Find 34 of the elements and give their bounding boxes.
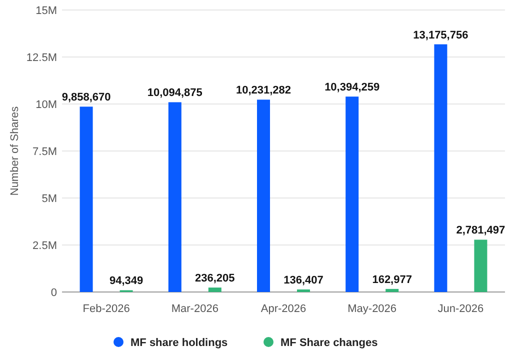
y-tick-label: 5M xyxy=(42,192,57,205)
y-tick-label: 15M xyxy=(36,4,57,17)
data-label: 236,205 xyxy=(195,272,235,285)
bar xyxy=(346,96,359,292)
legend-label: MF share holdings xyxy=(130,336,228,349)
bar xyxy=(474,240,488,292)
data-label: 136,407 xyxy=(284,274,324,286)
bar xyxy=(297,289,310,292)
data-label: 10,394,259 xyxy=(324,82,380,94)
x-tick-label: Jun-2026 xyxy=(438,303,484,315)
data-label: 10,094,875 xyxy=(147,87,202,100)
data-label: 10,231,282 xyxy=(236,84,292,97)
y-tick-label: 7.5M xyxy=(32,146,57,158)
x-tick-label: Feb-2026 xyxy=(82,303,130,315)
data-label: 162,977 xyxy=(372,274,412,286)
y-axis-title: Number of Shares xyxy=(9,106,21,196)
bar xyxy=(168,102,182,292)
bar xyxy=(80,106,93,292)
data-label: 13,175,756 xyxy=(413,29,468,42)
x-tick-label: May-2026 xyxy=(348,303,397,315)
bar xyxy=(434,44,448,292)
x-tick-label: Apr-2026 xyxy=(260,303,306,315)
data-label: 2,781,497 xyxy=(456,224,506,237)
legend-label: MF Share changes xyxy=(280,336,378,349)
y-tick-label: 0 xyxy=(50,286,57,299)
y-tick-label: 12.5M xyxy=(26,52,57,64)
x-tick-label: Mar-2026 xyxy=(171,303,218,315)
bar xyxy=(208,288,222,292)
bar xyxy=(257,100,270,292)
data-label: 94,349 xyxy=(109,275,144,288)
data-label: 9,858,670 xyxy=(62,92,111,104)
y-tick-label: 10M xyxy=(36,98,57,111)
y-tick-label: 2.5M xyxy=(32,240,57,252)
bar xyxy=(386,288,399,292)
